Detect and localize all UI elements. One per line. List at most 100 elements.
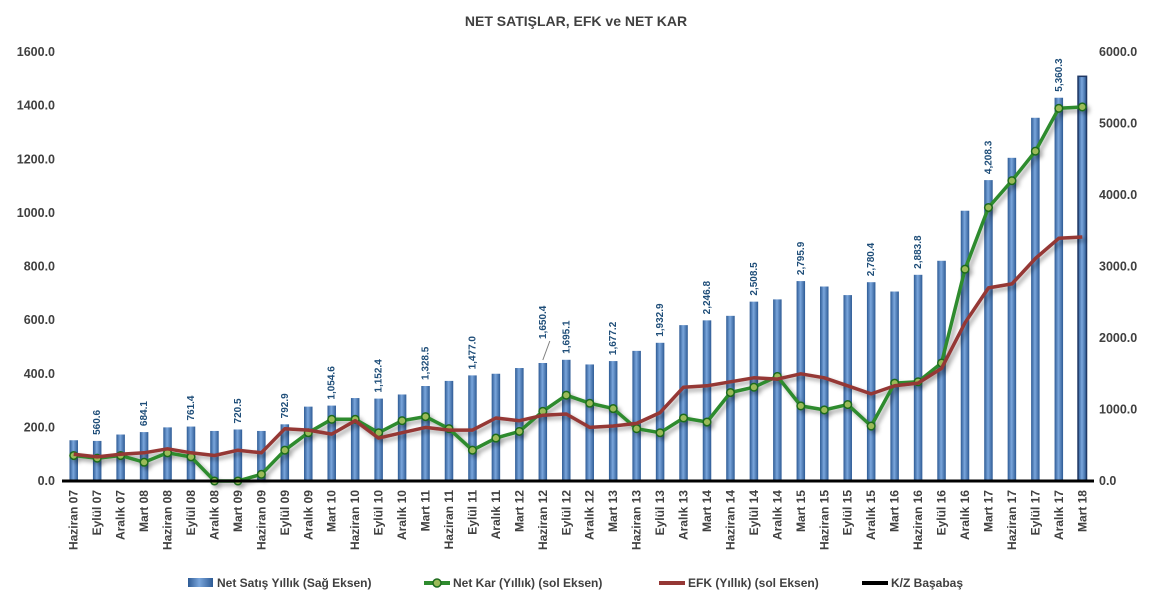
bar (1054, 97, 1064, 481)
x-axis-tick-label: Mart 16 (888, 490, 902, 532)
x-axis-tick-label: Aralık 14 (770, 490, 784, 540)
x-axis-tick-label: Aralık 17 (1052, 490, 1066, 540)
x-axis-tick-label: Aralık 11 (489, 490, 503, 540)
x-axis-tick-label: Eylül 08 (184, 490, 198, 536)
x-axis-tick-label: Eylül 13 (653, 490, 667, 536)
net-profit-point (843, 400, 853, 410)
bar-data-label: 792.9 (280, 393, 291, 418)
bar-data-label: 4,208.3 (983, 140, 994, 174)
x-axis-tick-label: Mart 14 (700, 490, 714, 532)
right-axis-tick-label: 4000.0 (1099, 188, 1137, 202)
bar-data-label: 5,360.3 (1054, 58, 1065, 92)
net-profit-point (585, 398, 595, 408)
x-axis-tick-label: Mart 13 (606, 490, 620, 532)
bar-data-label: 2,795.9 (796, 241, 807, 275)
bar (304, 406, 313, 481)
x-axis-tick-label: Eylül 07 (90, 490, 104, 536)
left-axis-ticks: 0.0 200.0 400.0 600.0 800.0 1000.0 1200.0 1400.… (17, 45, 55, 488)
x-axis-tick-label: Aralık 07 (114, 490, 128, 540)
left-axis-tick-label: 1600.0 (17, 45, 55, 59)
bar (984, 180, 993, 481)
efk-line (73, 235, 1083, 459)
x-axis-tick-label: Mart 18 (1075, 490, 1089, 532)
x-axis-tick-label: Haziran 13 (630, 490, 644, 550)
net-profit-point (655, 428, 665, 438)
net-profit-point (280, 445, 290, 455)
right-axis-tick-label: 5000.0 (1099, 117, 1137, 131)
x-axis-tick-label: Eylül 15 (841, 490, 855, 536)
bar-data-label: 1,677.2 (608, 321, 619, 355)
bar (773, 299, 782, 481)
bar (608, 361, 618, 481)
legend-swatch-net-sales (188, 578, 213, 587)
x-axis-tick-label: Haziran 11 (442, 490, 456, 550)
x-axis-tick-label: Mart 12 (512, 490, 526, 532)
net-profit-point (819, 405, 829, 415)
legend: Net Satış Yıllık (Sağ Eksen) Net Kar (Yıl… (188, 576, 963, 590)
net-profit-point (749, 382, 759, 392)
x-axis-tick-label: Aralık 10 (395, 490, 409, 540)
x-axis-tick-label: Haziran 12 (536, 490, 550, 550)
net-profit-point (983, 202, 994, 213)
x-axis-tick-label: Aralık 09 (301, 490, 315, 540)
legend-label: Net Satış Yıllık (Sağ Eksen) (217, 576, 372, 590)
bar (350, 398, 360, 481)
chart-title: NET SATIŞLAR, EFK ve NET KAR (465, 13, 687, 29)
bar-data-label: 560.6 (92, 409, 103, 434)
x-axis-tick-label: Haziran 16 (911, 490, 925, 550)
net-profit-point (678, 413, 689, 423)
left-axis-tick-label: 200.0 (24, 420, 55, 434)
right-axis-ticks: 0.0 1000.0 2000.0 3000.0 4000.0 5000.0 6000.0 (1099, 45, 1137, 488)
x-axis-tick-label: Aralık 16 (958, 490, 972, 540)
bar (1077, 75, 1088, 482)
bar-data-label: 761.4 (186, 395, 197, 420)
bar-data-label: 2,780.4 (866, 242, 877, 276)
bar (679, 325, 688, 481)
x-axis-tick-label: Eylül 17 (1028, 490, 1042, 536)
net-profit-point (725, 387, 736, 398)
net-profit-point (139, 457, 149, 467)
net-profit-point (561, 390, 571, 400)
bar (796, 281, 806, 481)
net-profit-point (397, 416, 407, 426)
x-axis-tick-label: Mart 17 (981, 490, 995, 532)
bar (562, 359, 571, 481)
x-axis-tick-label: Haziran 15 (817, 490, 831, 550)
bar-data-label: 2,508.5 (749, 262, 760, 296)
x-axis-tick-label: Mart 08 (137, 490, 151, 532)
left-axis-tick-label: 1000.0 (17, 206, 55, 220)
x-axis-tick-label: Haziran 08 (161, 490, 175, 550)
legend-swatch-marker (432, 578, 442, 588)
bar (960, 210, 970, 482)
x-axis-tick-label: Mart 11 (419, 490, 433, 532)
x-axis-tick-label: Aralık 13 (677, 490, 691, 540)
bar-data-label: 1,932.9 (655, 303, 666, 337)
bar (257, 430, 266, 481)
bar (702, 320, 712, 481)
x-axis-tick-label: Aralık 08 (207, 490, 221, 540)
x-axis-tick-label: Eylül 12 (559, 490, 573, 536)
net-profit-point (1077, 102, 1087, 112)
left-axis-tick-label: 600.0 (24, 313, 55, 327)
bar-data-label: 1,477.0 (467, 336, 478, 370)
bar (233, 429, 243, 481)
left-axis-tick-label: 1400.0 (17, 99, 55, 113)
bar (69, 440, 78, 481)
x-axis-ticks: Haziran 07 Eylül 07 Aralık 07 Mart 08 Hazira… (67, 490, 1090, 550)
bar-data-label: 1,650.4 (538, 305, 549, 339)
bar (632, 350, 641, 481)
bar-data-label: 1,695.1 (561, 320, 572, 354)
net-profit-point (420, 412, 431, 422)
bar-data-label: 1,152.4 (374, 359, 385, 393)
left-axis-tick-label: 400.0 (24, 367, 55, 381)
right-axis-tick-label: 6000.0 (1099, 45, 1137, 59)
x-axis-tick-label: Haziran 09 (254, 490, 268, 550)
x-axis-tick-label: Haziran 07 (67, 490, 81, 550)
net-profit-point (467, 445, 478, 455)
net-profit-point (608, 404, 618, 414)
net-profit-point (1007, 176, 1017, 186)
legend-label: Net Kar (Yıllık) (sol Eksen) (453, 576, 602, 590)
bar-data-label: 720.5 (233, 398, 244, 423)
net-profit-point (702, 417, 712, 427)
